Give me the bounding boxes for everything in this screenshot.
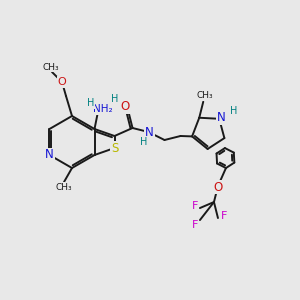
Text: F: F — [192, 220, 198, 230]
Text: H: H — [230, 106, 237, 116]
Text: S: S — [111, 142, 118, 154]
Text: O: O — [120, 100, 129, 113]
Text: F: F — [221, 211, 227, 221]
Text: H: H — [111, 94, 118, 104]
Text: O: O — [213, 181, 223, 194]
Text: CH₃: CH₃ — [43, 62, 59, 71]
Text: H: H — [87, 98, 94, 108]
Text: O: O — [58, 77, 66, 87]
Text: N: N — [45, 148, 54, 161]
Text: H: H — [140, 137, 147, 147]
Text: N: N — [145, 125, 154, 139]
Text: N: N — [217, 111, 226, 124]
Text: NH₂: NH₂ — [93, 104, 112, 114]
Text: F: F — [192, 201, 198, 211]
Text: CH₃: CH₃ — [197, 91, 214, 100]
Text: CH₃: CH₃ — [56, 182, 72, 191]
